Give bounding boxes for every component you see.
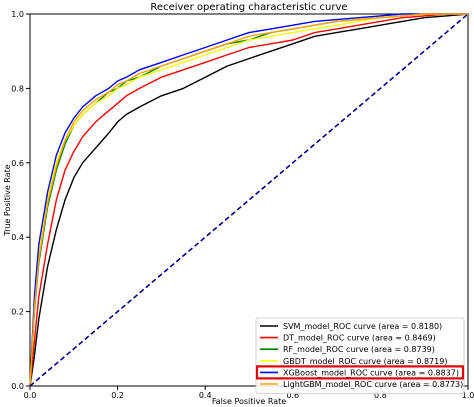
legend-entry-1: DT_model_ROC curve (area = 0.8469) [283, 334, 436, 343]
legend-entry-5: LightGBM_model_ROC curve (area = 0.8773) [283, 380, 463, 389]
legend-entry-3: GBDT_model_ROC curve (area = 0.8719) [283, 357, 447, 366]
series-line-0 [29, 13, 469, 387]
legend-entry-4: XGBoost_model_ROC curve (area = 0.8837) [283, 368, 459, 377]
y-axis-label: True Positive Rate [3, 164, 12, 236]
x-tick-label: 0.0 [24, 391, 37, 400]
series-line-4 [29, 13, 468, 387]
y-tick-label: 0.6 [11, 159, 24, 168]
x-tick-label: 1.0 [462, 391, 474, 400]
y-tick-label: 0.0 [11, 382, 24, 391]
x-tick-label: 0.2 [111, 391, 124, 400]
x-tick-label: 0.8 [374, 391, 387, 400]
x-tick-label: 0.6 [286, 391, 299, 400]
series-line-1 [29, 13, 468, 387]
legend-entry-2: RF_model_ROC curve (area = 0.8739) [283, 345, 435, 354]
x-axis-label: False Positive Rate [212, 397, 286, 406]
y-tick-label: 1.0 [11, 10, 24, 19]
legend-entry-0: SVM_model_ROC curve (area = 0.8180) [283, 322, 442, 331]
y-tick-label: 0.2 [11, 308, 24, 317]
legend-box [255, 317, 465, 394]
chart-title: Receiver operating characteristic curve [150, 2, 347, 13]
y-tick-label: 0.8 [11, 84, 24, 93]
plot-frame [29, 13, 469, 387]
series-line-5 [29, 13, 468, 387]
highlight-box [255, 365, 465, 380]
y-tick-label: 0.4 [11, 233, 24, 242]
x-tick-label: 0.4 [199, 391, 212, 400]
